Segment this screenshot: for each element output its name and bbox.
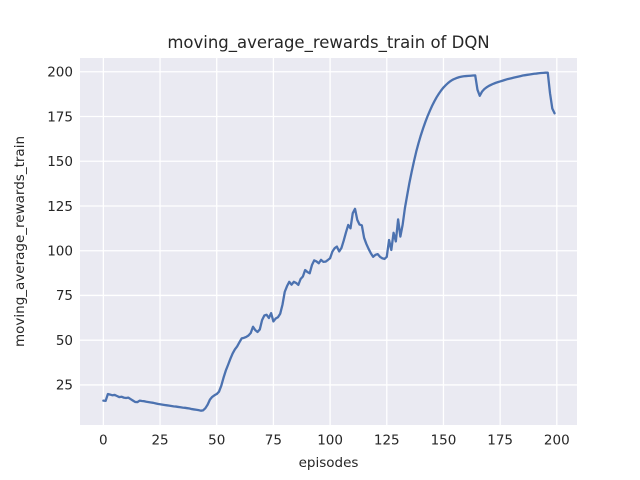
x-tick-label: 125: [374, 433, 400, 449]
line-series-dqn: [102, 71, 556, 412]
y-tick-label: 200: [47, 65, 73, 81]
x-tick-label: 100: [317, 433, 343, 449]
x-tick-labels: 0 25 50 75 100 125 150 175 200: [99, 433, 570, 449]
x-tick-label: 175: [487, 433, 513, 449]
x-tick-label: 75: [265, 433, 282, 449]
gridlines: [80, 58, 577, 425]
x-tick-label: 50: [208, 433, 225, 449]
y-tick-labels: 25 50 75 100 125 150 175 200: [47, 65, 73, 394]
x-tick-label: 25: [151, 433, 168, 449]
y-tick-label: 125: [47, 199, 73, 215]
x-tick-label: 0: [99, 433, 108, 449]
y-tick-label: 100: [47, 244, 73, 260]
y-tick-label: 75: [56, 288, 73, 304]
chart-title: moving_average_rewards_train of DQN: [167, 33, 489, 53]
y-tick-label: 150: [47, 154, 73, 170]
y-tick-label: 50: [56, 333, 73, 349]
x-tick-label: 150: [431, 433, 457, 449]
y-tick-label: 175: [47, 109, 73, 125]
plot-area: [80, 58, 577, 425]
x-tick-label: 200: [544, 433, 570, 449]
y-tick-label: 25: [56, 378, 73, 394]
x-axis-label: episodes: [299, 455, 359, 471]
y-axis-label: moving_average_rewards_train: [12, 136, 28, 347]
